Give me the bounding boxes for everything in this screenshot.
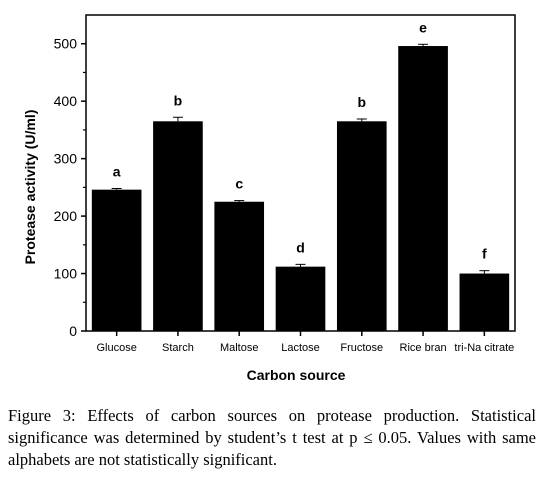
significance-label: f [482,246,487,262]
y-tick-label: 100 [54,266,78,282]
x-tick-label: Fructose [340,342,383,354]
significance-label: a [113,164,121,180]
x-tick-label: Starch [162,342,194,354]
x-axis-title: Carbon source [247,367,346,383]
significance-label: c [235,176,243,192]
bar [336,121,387,331]
plot-area: 0 100 200 300 400 500 a Glucose b Starch c Maltose d… [54,14,516,354]
bar [275,266,326,331]
caption-text: Effects of carbon sources on protease pr… [8,406,536,469]
y-tick-label: 0 [69,323,77,339]
bar [91,189,142,331]
bar [153,121,203,331]
significance-label: b [358,94,367,110]
y-tick-label: 500 [54,36,78,52]
y-tick-label: 200 [54,208,78,224]
x-tick-label: Maltose [220,342,259,354]
y-axis-title: Protease activity (U/ml) [22,110,38,265]
bar [214,201,265,331]
x-tick-label: Lactose [281,342,320,354]
x-tick-label: Glucose [96,342,136,354]
bar [398,46,448,332]
x-tick-label: tri-Na citrate [454,342,514,354]
x-tick-label: Rice bran [400,342,447,354]
significance-label: b [174,92,183,108]
significance-label: e [419,19,427,35]
y-tick-label: 400 [54,93,78,109]
y-tick-label: 300 [54,151,78,167]
bar [459,273,510,331]
figure-caption: Figure 3: Effects of carbon sources on p… [8,405,536,471]
significance-label: d [296,239,305,255]
bar-chart: 0 100 200 300 400 500 a Glucose b Starch c Maltose d… [22,14,516,383]
caption-label: Figure 3: [8,406,76,425]
